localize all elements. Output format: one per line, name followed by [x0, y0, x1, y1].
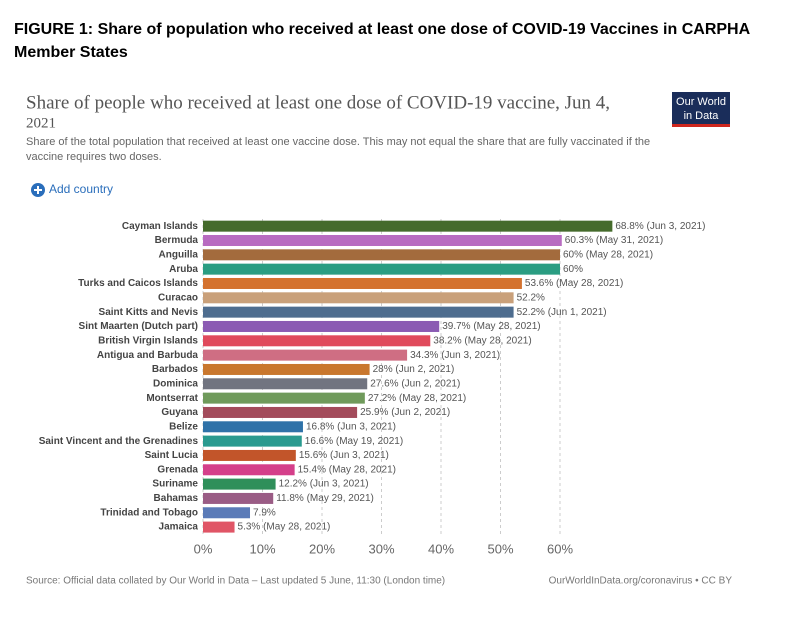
bar	[203, 378, 368, 390]
bar	[203, 220, 613, 232]
category-label: Curacao	[158, 292, 198, 303]
category-label: Aruba	[169, 264, 198, 275]
category-label: Turks and Caicos Islands	[78, 278, 198, 289]
value-label: 34.3% (Jun 3, 2021)	[410, 350, 500, 361]
subtitle: vaccine requires two doses.	[26, 151, 162, 163]
bar	[203, 320, 440, 332]
value-label: 15.6% (Jun 3, 2021)	[299, 450, 389, 461]
logo-text: Our World	[676, 96, 726, 108]
source: Source: Official data collated by Our Wo…	[26, 576, 445, 587]
value-label: 15.4% (May 28, 2021)	[298, 464, 396, 475]
x-tick-label: 50%	[487, 542, 513, 557]
value-label: 68.8% (Jun 3, 2021)	[615, 221, 705, 232]
add-icon-plus	[34, 186, 42, 194]
value-label: 60%	[563, 264, 583, 275]
logo-box	[672, 92, 730, 127]
bar	[203, 277, 522, 289]
value-label: 60.3% (May 31, 2021)	[565, 235, 663, 246]
value-label: 28% (Jun 2, 2021)	[373, 364, 455, 375]
chart-title: Share of people who received at least on…	[26, 92, 610, 113]
credit: OurWorldInData.org/coronavirus • CC BY	[549, 576, 733, 587]
value-label: 7.9%	[253, 507, 276, 518]
bar	[203, 335, 431, 347]
subtitle: Share of the total population that recei…	[26, 136, 650, 148]
bar	[203, 406, 358, 418]
bar	[203, 449, 296, 461]
add-country-label: Add country	[49, 182, 113, 196]
figure-caption: FIGURE 1: Share of population who receiv…	[14, 21, 751, 38]
bar	[203, 421, 303, 433]
category-label: Bermuda	[155, 235, 199, 246]
value-label: 25.9% (Jun 2, 2021)	[360, 407, 450, 418]
value-label: 27.6% (Jun 2, 2021)	[370, 378, 460, 389]
value-label: 52.2%	[517, 292, 545, 303]
category-label: Saint Lucia	[145, 450, 199, 461]
bar	[203, 435, 302, 447]
add-country-button[interactable]: Add country	[31, 182, 113, 197]
logo-stripe	[672, 124, 730, 127]
value-label: 5.3% (May 28, 2021)	[238, 522, 331, 533]
bar	[203, 263, 560, 275]
x-tick-label: 20%	[309, 542, 335, 557]
value-label: 53.6% (May 28, 2021)	[525, 278, 623, 289]
category-label: Grenada	[157, 464, 198, 475]
bar	[203, 234, 562, 246]
category-label: Dominica	[153, 378, 198, 389]
value-label: 12.2% (Jun 3, 2021)	[279, 479, 369, 490]
category-label: Trinidad and Tobago	[100, 507, 198, 518]
x-tick-label: 40%	[428, 542, 454, 557]
category-label: Saint Vincent and the Grenadines	[39, 436, 199, 447]
category-label: Guyana	[161, 407, 198, 418]
bar	[203, 306, 514, 318]
value-label: 16.8% (Jun 3, 2021)	[306, 421, 396, 432]
category-label: Barbados	[152, 364, 199, 375]
category-label: Anguilla	[159, 249, 199, 260]
x-tick-label: 10%	[249, 542, 275, 557]
category-label: Bahamas	[154, 493, 199, 504]
category-label: Antigua and Barbuda	[97, 350, 199, 361]
category-label: Montserrat	[146, 393, 198, 404]
category-label: Cayman Islands	[122, 221, 199, 232]
category-label: Belize	[169, 421, 198, 432]
figure-caption: Member States	[14, 44, 128, 61]
value-label: 52.2% (Jun 1, 2021)	[517, 307, 607, 318]
x-tick-label: 30%	[368, 542, 394, 557]
bar	[203, 249, 560, 261]
category-label: Jamaica	[159, 522, 199, 533]
bar	[203, 478, 276, 490]
bar	[203, 363, 370, 375]
logo-text: in Data	[684, 110, 720, 122]
chart-title: 2021	[26, 115, 56, 131]
value-label: 11.8% (May 29, 2021)	[276, 493, 374, 504]
bar	[203, 292, 514, 304]
bar	[203, 464, 295, 476]
value-label: 38.2% (May 28, 2021)	[433, 335, 531, 346]
value-label: 27.2% (May 28, 2021)	[368, 393, 466, 404]
category-label: Saint Kitts and Nevis	[99, 307, 199, 318]
bar	[203, 392, 365, 404]
value-label: 16.6% (May 19, 2021)	[305, 436, 403, 447]
x-tick-label: 60%	[547, 542, 573, 557]
category-label: British Virgin Islands	[98, 335, 198, 346]
category-label: Suriname	[152, 479, 198, 490]
value-label: 60% (May 28, 2021)	[563, 249, 653, 260]
bar	[203, 521, 235, 533]
category-label: Sint Maarten (Dutch part)	[79, 321, 198, 332]
bar	[203, 492, 274, 504]
bar	[203, 507, 251, 519]
bar	[203, 349, 408, 361]
x-tick-label: 0%	[194, 542, 213, 557]
value-label: 39.7% (May 28, 2021)	[442, 321, 540, 332]
